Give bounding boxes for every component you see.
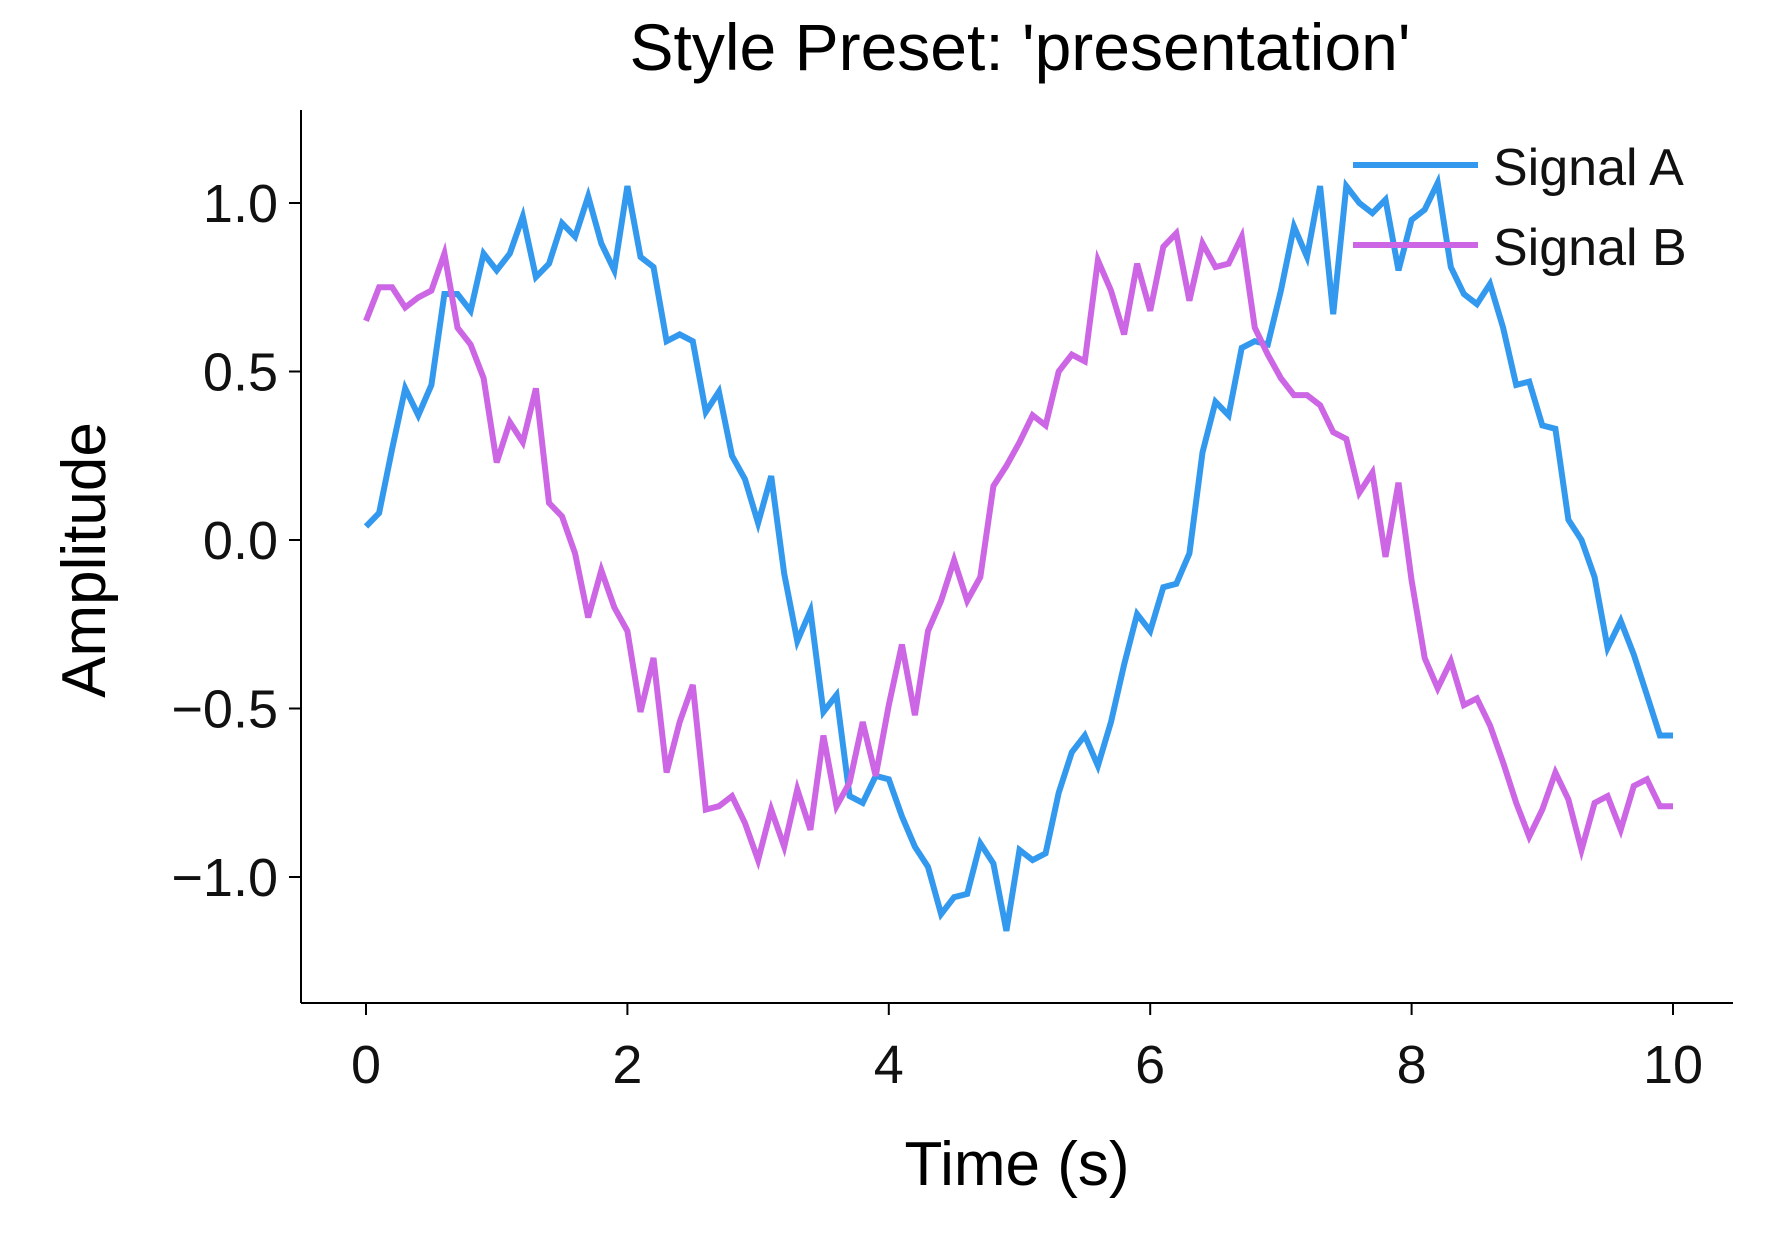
legend-label-signal-a: Signal A — [1493, 139, 1684, 197]
y-tick-label: −1.0 — [171, 848, 278, 908]
x-tick-label: 8 — [1397, 1035, 1427, 1095]
x-axis-label: Time (s) — [905, 1130, 1130, 1199]
x-tick-label: 10 — [1643, 1035, 1703, 1095]
chart-title: Style Preset: 'presentation' — [630, 10, 1411, 84]
x-tick-label: 6 — [1135, 1035, 1165, 1095]
legend: Signal A Signal B — [1353, 139, 1687, 277]
x-tick-label: 2 — [612, 1035, 642, 1095]
series-line-signal-b — [363, 226, 1673, 871]
series-line-signal-a — [363, 172, 1673, 932]
x-tick-label: 4 — [874, 1035, 904, 1095]
y-tick-label: 1.0 — [203, 174, 278, 234]
data-series — [363, 172, 1673, 932]
legend-label-signal-b: Signal B — [1493, 219, 1687, 277]
y-tick-label: 0.5 — [203, 343, 278, 403]
y-tick-label: −0.5 — [171, 680, 278, 740]
y-axis-ticks: 1.0 0.5 0.0 −0.5 −1.0 — [171, 174, 301, 908]
x-tick-label: 0 — [351, 1035, 381, 1095]
y-tick-label: 0.0 — [203, 511, 278, 571]
y-axis-label: Amplitude — [50, 422, 119, 698]
plot-area: 1.0 0.5 0.0 −0.5 −1.0 0 2 4 6 8 10 — [171, 110, 1733, 1095]
x-axis-ticks: 0 2 4 6 8 10 — [351, 1003, 1703, 1095]
